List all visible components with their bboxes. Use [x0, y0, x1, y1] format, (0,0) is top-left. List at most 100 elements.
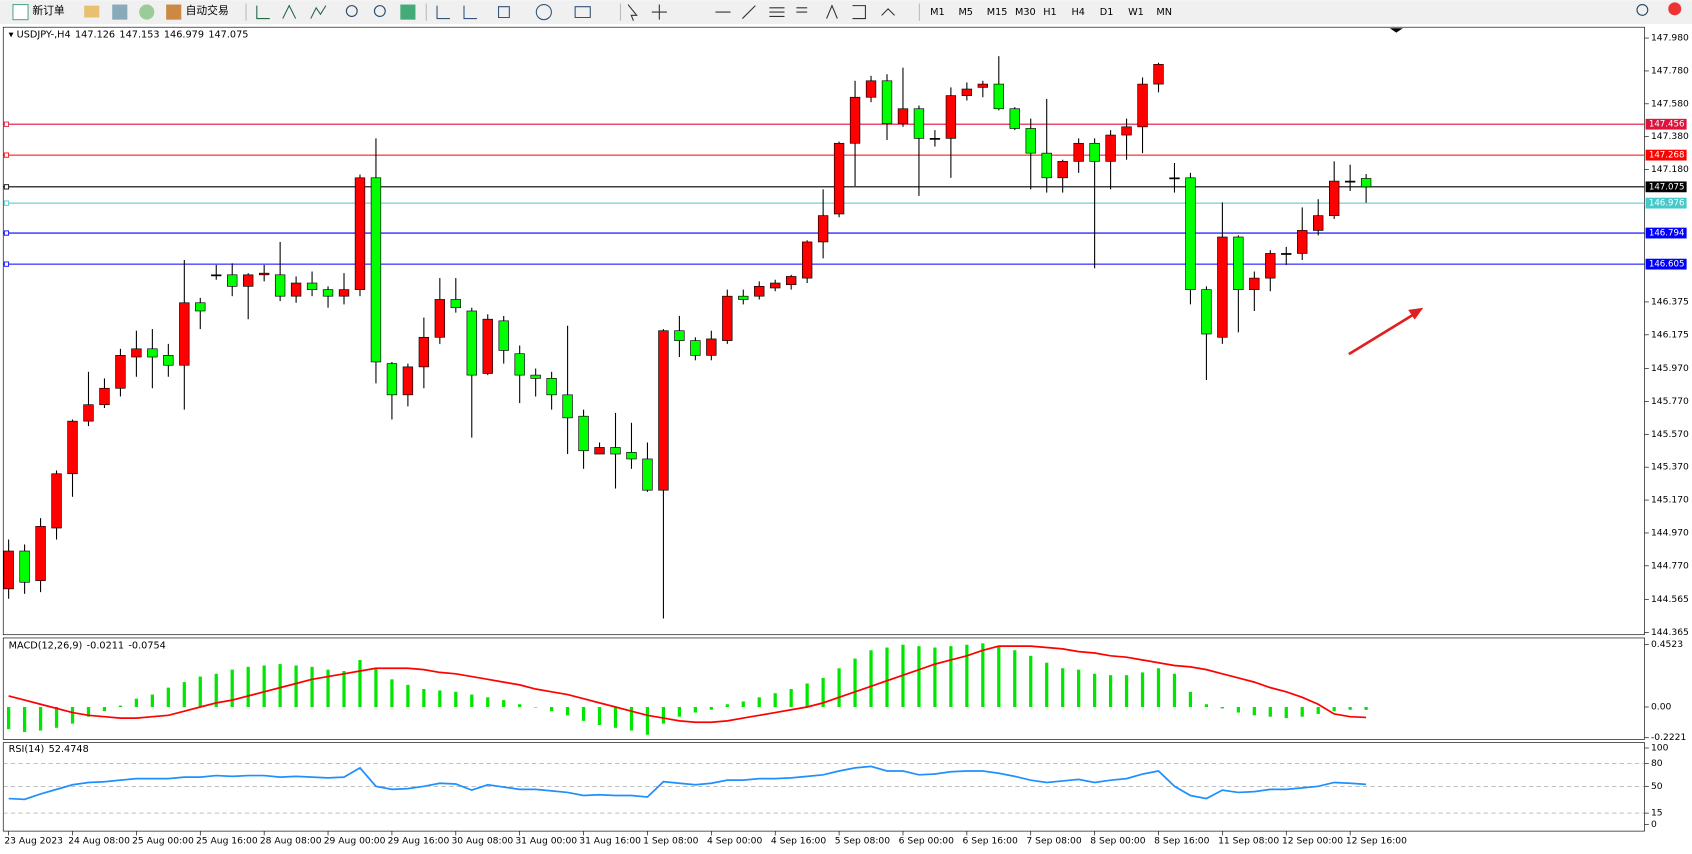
y-tick-label: 144.365: [1651, 627, 1689, 638]
price-level-label: 146.976: [1649, 199, 1685, 209]
candle-body: [322, 289, 334, 297]
macd-bar: [342, 671, 346, 708]
macd-bar: [1077, 669, 1081, 708]
price-level-label: 147.456: [1649, 120, 1685, 130]
new-order[interactable]: 新订单: [32, 4, 65, 17]
macd-bar: [118, 705, 123, 708]
x-tick-label: 7 Sep 08:00: [1026, 835, 1081, 846]
icon[interactable]: [84, 5, 100, 18]
macd-bar: [1045, 662, 1049, 708]
macd-bar: [150, 694, 154, 708]
macd-bar: [1013, 650, 1017, 708]
candle-body: [578, 415, 589, 452]
macd-bar: [1172, 673, 1177, 708]
y-tick-label: 147.580: [1651, 98, 1689, 109]
y-tick-label: 145.170: [1651, 495, 1689, 506]
macd-bar: [661, 707, 666, 724]
icon[interactable]: [112, 4, 128, 20]
candle-body: [530, 374, 541, 379]
zoom-out[interactable]: [373, 5, 386, 17]
notification[interactable]: [1668, 2, 1682, 16]
icon[interactable]: [139, 4, 155, 20]
candle-body: [179, 302, 190, 366]
x-tick-label: 1 Sep 08:00: [643, 835, 698, 846]
macd-bar: [965, 644, 969, 708]
x-tick-label: 25 Aug 16:00: [196, 835, 258, 846]
candle-body: [801, 241, 813, 279]
macd-bar: [166, 687, 170, 708]
timeframe[interactable]: MN: [1156, 7, 1172, 18]
price-level-handle: [3, 230, 10, 236]
y-tick-label: 50: [1651, 781, 1663, 792]
arrow-shaft: [1348, 312, 1417, 356]
timeframe[interactable]: M15: [987, 7, 1008, 18]
drawing-tools[interactable]: [627, 4, 895, 21]
auto-trading[interactable]: 自动交易: [186, 4, 229, 17]
timeframe[interactable]: M1: [930, 7, 945, 18]
y-tick-label: 15: [1651, 808, 1663, 819]
price-level-label: 146.794: [1649, 229, 1685, 239]
price-level-label-bg: [1645, 227, 1687, 239]
macd-bar: [1300, 707, 1304, 717]
bullet: ▾: [9, 30, 17, 41]
macd-bar: [789, 689, 793, 708]
candle-body: [434, 299, 446, 338]
macd-bar: [677, 707, 682, 717]
candle-body: [1313, 215, 1324, 231]
toolbar: 新订单 自动交易 M1 M5 M15 M30 H1 H4 D1 W1 MN: [0, 0, 1692, 24]
candle-body: [1265, 253, 1276, 279]
candle-body: [1153, 64, 1164, 85]
macd-bar: [86, 707, 91, 717]
y-tick-label: 145.370: [1651, 462, 1689, 473]
macd-value: -0.0211: [87, 641, 124, 652]
macd-bar: [949, 646, 953, 708]
macd-bar: [294, 665, 298, 708]
low: 146.979: [164, 30, 204, 41]
timeframes: M1 M5 M15 M30 H1 H4 D1 W1 MN: [930, 7, 1172, 18]
icons[interactable]: [436, 4, 591, 21]
candle-body: [658, 330, 669, 491]
macd-bar: [70, 707, 75, 724]
timeframe[interactable]: D1: [1100, 7, 1114, 18]
macd-bar: [246, 666, 250, 708]
macd-bar: [310, 666, 314, 708]
timeframe[interactable]: H4: [1072, 7, 1085, 18]
candle-body: [466, 310, 477, 376]
macd-bar: [470, 694, 474, 708]
macd-bar: [645, 707, 650, 735]
timeframe[interactable]: M30: [1015, 7, 1036, 18]
icon[interactable]: [400, 4, 416, 20]
x-tick-label: 30 Aug 08:00: [451, 835, 513, 846]
macd-bar: [278, 664, 282, 708]
timeframe[interactable]: H1: [1043, 7, 1056, 18]
macd-bar: [581, 707, 586, 721]
icons[interactable]: [256, 4, 327, 20]
search[interactable]: [1636, 4, 1649, 16]
macd-bar: [486, 697, 490, 708]
macd-bar: [422, 689, 426, 708]
candle-body: [849, 96, 861, 144]
macd-bar: [454, 691, 458, 708]
macd-bar: [214, 673, 218, 708]
macd-bar: [613, 707, 618, 728]
macd-bar: [326, 669, 330, 708]
price-level-handle: [3, 200, 10, 206]
zoom-in[interactable]: [345, 5, 358, 17]
timeframe[interactable]: W1: [1128, 7, 1144, 18]
icon[interactable]: [12, 4, 29, 21]
x-tick-label: 12 Sep 16:00: [1346, 835, 1407, 846]
x-tick-label: 6 Sep 16:00: [963, 835, 1018, 846]
candle-body: [147, 348, 158, 358]
y-tick-label: 144.970: [1651, 527, 1689, 538]
macd-bar: [837, 668, 841, 708]
price-level-handle: [3, 261, 10, 267]
icon[interactable]: [166, 4, 182, 20]
candle-body: [817, 215, 829, 243]
plot: 147.980 147.780 147.580 147.380 147.180 146.3…: [3, 33, 1689, 846]
timeframe[interactable]: M5: [958, 7, 973, 18]
candle-body: [1185, 177, 1196, 290]
candle-body: [865, 80, 877, 98]
price-level-label: 146.605: [1649, 260, 1685, 270]
x-tick-label: 11 Sep 08:00: [1218, 835, 1279, 846]
